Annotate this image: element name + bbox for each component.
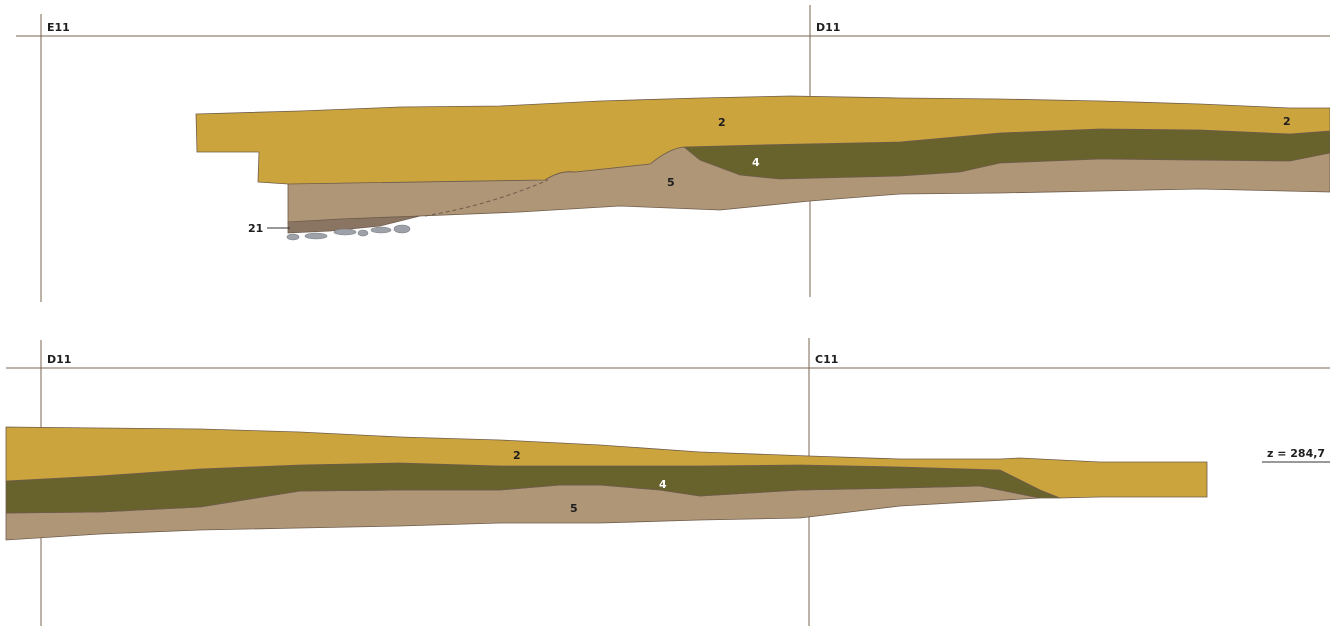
layer-label-2-top-left: 2 xyxy=(718,116,726,129)
layer-label-4-top: 4 xyxy=(752,156,760,169)
top-layer-2 xyxy=(195,95,1330,185)
top-layer-21 xyxy=(287,215,421,234)
grid-label-d11-bottom: D11 xyxy=(47,353,71,366)
elevation-label: z = 284,7 xyxy=(1267,447,1325,460)
layer-label-21: 21 xyxy=(248,222,263,235)
stone xyxy=(333,228,357,236)
stone xyxy=(393,224,411,234)
grid-label-d11-top: D11 xyxy=(816,21,840,34)
bottom-layer-2 xyxy=(5,426,1208,499)
top-stones xyxy=(286,224,411,241)
layer-label-5-bottom: 5 xyxy=(570,502,578,515)
layer-label-5-top: 5 xyxy=(667,176,675,189)
top-section xyxy=(16,5,1330,302)
layer-label-2-top-right: 2 xyxy=(1283,115,1291,128)
stone xyxy=(370,226,392,234)
grid-label-c11: C11 xyxy=(815,353,838,366)
grid-label-e11: E11 xyxy=(47,21,70,34)
layer-label-2-bottom: 2 xyxy=(513,449,521,462)
top-dashed-boundary xyxy=(424,179,549,217)
bottom-section xyxy=(5,338,1330,626)
stone xyxy=(304,232,328,240)
stone xyxy=(357,229,369,237)
stone xyxy=(286,233,300,241)
layer-label-4-bottom: 4 xyxy=(659,478,667,491)
